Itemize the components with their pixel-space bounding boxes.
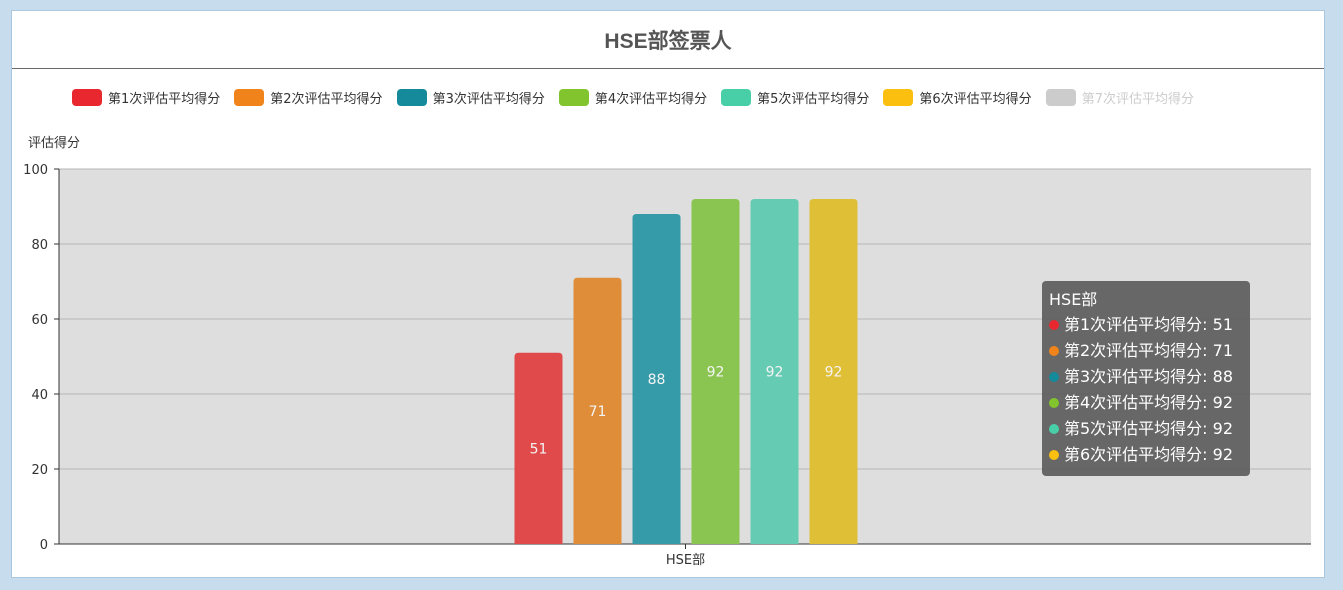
legend-label: 第4次评估平均得分 (594, 92, 708, 107)
bar-series-3 (632, 214, 681, 544)
legend: 第1次评估平均得分 第2次评估平均得分 第3次评估平均得分 第4次评估平均得分 第5次评… (72, 88, 1208, 107)
legend-swatch (558, 89, 589, 106)
tooltip-row: 第2次评估平均得分: 71 (1049, 338, 1244, 364)
bar-data-label: 71 (589, 404, 607, 420)
title-divider (12, 68, 1324, 69)
tooltip: HSE部 第1次评估平均得分: 51 第2次评估平均得分: 71 第3次评估平均得分… (1042, 281, 1250, 476)
tooltip-row: 第1次评估平均得分: 51 (1049, 312, 1244, 338)
tooltip-title: HSE部 (1049, 290, 1098, 309)
legend-label: 第2次评估平均得分 (270, 92, 383, 107)
legend-label: 第7次评估平均得分 (1081, 92, 1194, 107)
tooltip-text: 第4次评估平均得分: 92 (1064, 393, 1234, 412)
legend-swatch (1045, 89, 1076, 106)
legend-label: 第6次评估平均得分 (919, 92, 1032, 107)
y-tick-label: 80 (31, 238, 48, 253)
legend-item-1[interactable]: 第1次评估平均得分 (72, 88, 220, 107)
bar-series-5 (750, 199, 799, 544)
y-tick-label: 20 (31, 463, 48, 478)
legend-item-6[interactable]: 第6次评估平均得分 (883, 88, 1032, 107)
tooltip-text: 第3次评估平均得分: 88 (1064, 367, 1234, 386)
tooltip-text: 第5次评估平均得分: 92 (1064, 419, 1234, 438)
legend-item-4[interactable]: 第4次评估平均得分 (558, 88, 708, 107)
legend-swatch (396, 89, 427, 106)
tooltip-text: 第1次评估平均得分: 51 (1064, 315, 1234, 334)
legend-label: 第5次评估平均得分 (757, 92, 870, 107)
legend-item-2[interactable]: 第2次评估平均得分 (234, 88, 383, 107)
bar-data-label: 92 (825, 365, 843, 381)
bar-data-label: 51 (530, 441, 548, 457)
bar-series-1 (514, 352, 563, 544)
tooltip-text: 第2次评估平均得分: 71 (1064, 341, 1234, 360)
tooltip-dot (1049, 320, 1059, 330)
y-axis-title: 评估得分 (28, 135, 80, 151)
tooltip-row: 第4次评估平均得分: 92 (1049, 390, 1244, 416)
y-tick-label: 0 (40, 538, 48, 553)
y-tick-label: 40 (31, 388, 48, 403)
y-tick-label: 60 (31, 313, 48, 328)
bar-data-label: 92 (766, 365, 784, 381)
bar-data-label: 92 (707, 365, 725, 381)
y-tick-label: 100 (23, 163, 48, 178)
tooltip-dot (1049, 450, 1059, 460)
bar-data-label: 88 (648, 372, 666, 388)
legend-swatch (234, 89, 265, 106)
bar-series-6 (809, 199, 858, 544)
tooltip-dot (1049, 372, 1059, 382)
bar-series-2 (573, 277, 622, 544)
legend-item-3[interactable]: 第3次评估平均得分 (396, 88, 545, 107)
legend-item-7[interactable]: 第7次评估平均得分 (1045, 88, 1194, 107)
tooltip-dot (1049, 346, 1059, 356)
tooltip-text: 第6次评估平均得分: 92 (1064, 445, 1234, 464)
tooltip-row: 第5次评估平均得分: 92 (1049, 416, 1244, 442)
chart-title: HSE部签票人 (604, 30, 732, 53)
legend-item-5[interactable]: 第5次评估平均得分 (721, 88, 869, 107)
bar-series-4 (691, 199, 740, 544)
legend-label: 第1次评估平均得分 (108, 92, 221, 107)
legend-swatch (721, 89, 752, 106)
legend-swatch (72, 89, 102, 106)
legend-label: 第3次评估平均得分 (432, 92, 545, 107)
tooltip-row: 第3次评估平均得分: 88 (1049, 364, 1244, 390)
legend-swatch (883, 89, 914, 106)
tooltip-row: 第6次评估平均得分: 92 (1049, 442, 1244, 468)
tooltip-dot (1049, 398, 1059, 408)
tooltip-dot (1049, 424, 1059, 434)
x-tick-label: HSE部 (666, 553, 705, 568)
